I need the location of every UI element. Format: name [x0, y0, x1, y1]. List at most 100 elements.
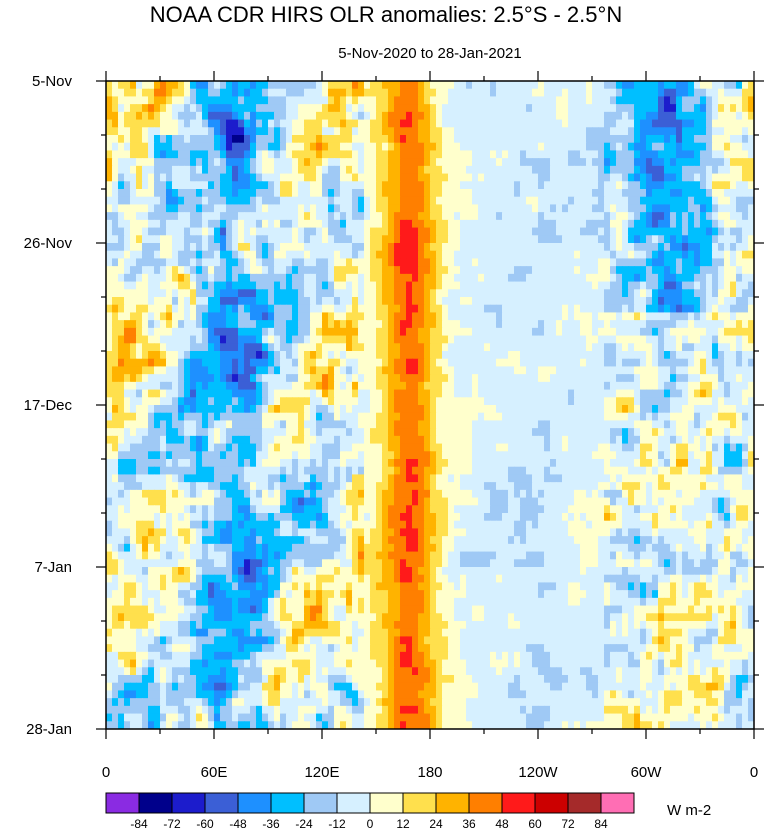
anomaly-cell — [262, 243, 269, 252]
anomaly-cell — [310, 405, 317, 414]
anomaly-cell — [574, 150, 581, 159]
anomaly-cell — [664, 165, 671, 175]
anomaly-cell — [232, 428, 239, 437]
anomaly-cell — [430, 289, 437, 298]
anomaly-cell — [148, 173, 155, 182]
anomaly-cell — [226, 219, 233, 229]
anomaly-cell — [694, 374, 701, 383]
anomaly-cell — [682, 81, 689, 90]
anomaly-cell — [166, 397, 173, 406]
anomaly-cell — [352, 204, 359, 213]
anomaly-cell — [718, 374, 725, 383]
anomaly-cell — [184, 196, 191, 206]
anomaly-cell — [226, 327, 233, 337]
anomaly-cell — [118, 335, 125, 344]
anomaly-cell — [136, 343, 143, 352]
anomaly-cell — [370, 250, 377, 260]
anomaly-cell — [124, 196, 131, 206]
anomaly-cell — [478, 189, 485, 198]
anomaly-cell — [562, 142, 569, 152]
anomaly-cell — [196, 266, 203, 275]
anomaly-cell — [220, 412, 227, 422]
anomaly-cell — [322, 227, 329, 236]
anomaly-cell — [388, 366, 395, 375]
anomaly-cell — [232, 435, 239, 445]
anomaly-cell — [388, 212, 395, 221]
anomaly-cell — [586, 374, 593, 383]
anomaly-cell — [580, 366, 587, 375]
anomaly-cell — [106, 327, 113, 337]
anomaly-cell — [652, 243, 659, 252]
anomaly-cell — [292, 358, 299, 368]
anomaly-cell — [688, 297, 695, 306]
anomaly-cell — [682, 181, 689, 190]
anomaly-cell — [124, 88, 131, 98]
anomaly-cell — [406, 405, 413, 414]
anomaly-cell — [454, 258, 461, 267]
anomaly-cell — [118, 135, 125, 144]
anomaly-cell — [340, 181, 347, 190]
anomaly-cell — [370, 243, 377, 252]
anomaly-cell — [508, 119, 515, 128]
anomaly-cell — [502, 250, 509, 260]
anomaly-cell — [328, 289, 335, 298]
anomaly-cell — [400, 158, 407, 167]
anomaly-cell — [412, 212, 419, 221]
anomaly-cell — [682, 412, 689, 422]
anomaly-cell — [154, 212, 161, 221]
anomaly-cell — [490, 181, 497, 190]
anomaly-cell — [316, 173, 323, 182]
anomaly-cell — [694, 196, 701, 206]
anomaly-cell — [352, 428, 359, 437]
anomaly-cell — [196, 142, 203, 152]
anomaly-cell — [394, 204, 401, 213]
anomaly-cell — [424, 428, 431, 437]
anomaly-cell — [388, 312, 395, 321]
anomaly-cell — [340, 304, 347, 314]
anomaly-cell — [250, 165, 257, 175]
anomaly-cell — [142, 189, 149, 198]
anomaly-cell — [670, 212, 677, 221]
anomaly-cell — [436, 165, 443, 175]
anomaly-cell — [502, 181, 509, 190]
anomaly-cell — [406, 397, 413, 406]
anomaly-cell — [682, 351, 689, 360]
anomaly-cell — [346, 327, 353, 337]
anomaly-cell — [250, 235, 257, 244]
anomaly-cell — [730, 405, 737, 414]
anomaly-cell — [400, 250, 407, 260]
anomaly-cell — [382, 381, 389, 391]
anomaly-cell — [142, 405, 149, 414]
anomaly-cell — [706, 119, 713, 128]
anomaly-cell — [646, 351, 653, 360]
anomaly-cell — [514, 312, 521, 321]
anomaly-cell — [196, 119, 203, 128]
anomaly-cell — [730, 127, 737, 136]
anomaly-cell — [292, 96, 299, 105]
anomaly-cell — [382, 389, 389, 398]
anomaly-cell — [496, 135, 503, 144]
anomaly-cell — [592, 358, 599, 368]
anomaly-cell — [574, 189, 581, 198]
anomaly-cell — [496, 158, 503, 167]
anomaly-cell — [688, 196, 695, 206]
anomaly-cell — [640, 181, 647, 190]
anomaly-cell — [574, 273, 581, 283]
anomaly-cell — [700, 142, 707, 152]
anomaly-cell — [550, 173, 557, 182]
anomaly-cell — [118, 165, 125, 175]
anomaly-cell — [454, 127, 461, 136]
anomaly-cell — [472, 327, 479, 337]
anomaly-cell — [430, 397, 437, 406]
anomaly-cell — [238, 289, 245, 298]
anomaly-cell — [574, 135, 581, 144]
anomaly-cell — [532, 212, 539, 221]
anomaly-cell — [262, 212, 269, 221]
anomaly-cell — [736, 266, 743, 275]
anomaly-cell — [112, 173, 119, 182]
anomaly-cell — [334, 289, 341, 298]
anomaly-cell — [250, 227, 257, 236]
anomaly-cell — [592, 320, 599, 329]
anomaly-cell — [586, 397, 593, 406]
anomaly-cell — [490, 358, 497, 368]
